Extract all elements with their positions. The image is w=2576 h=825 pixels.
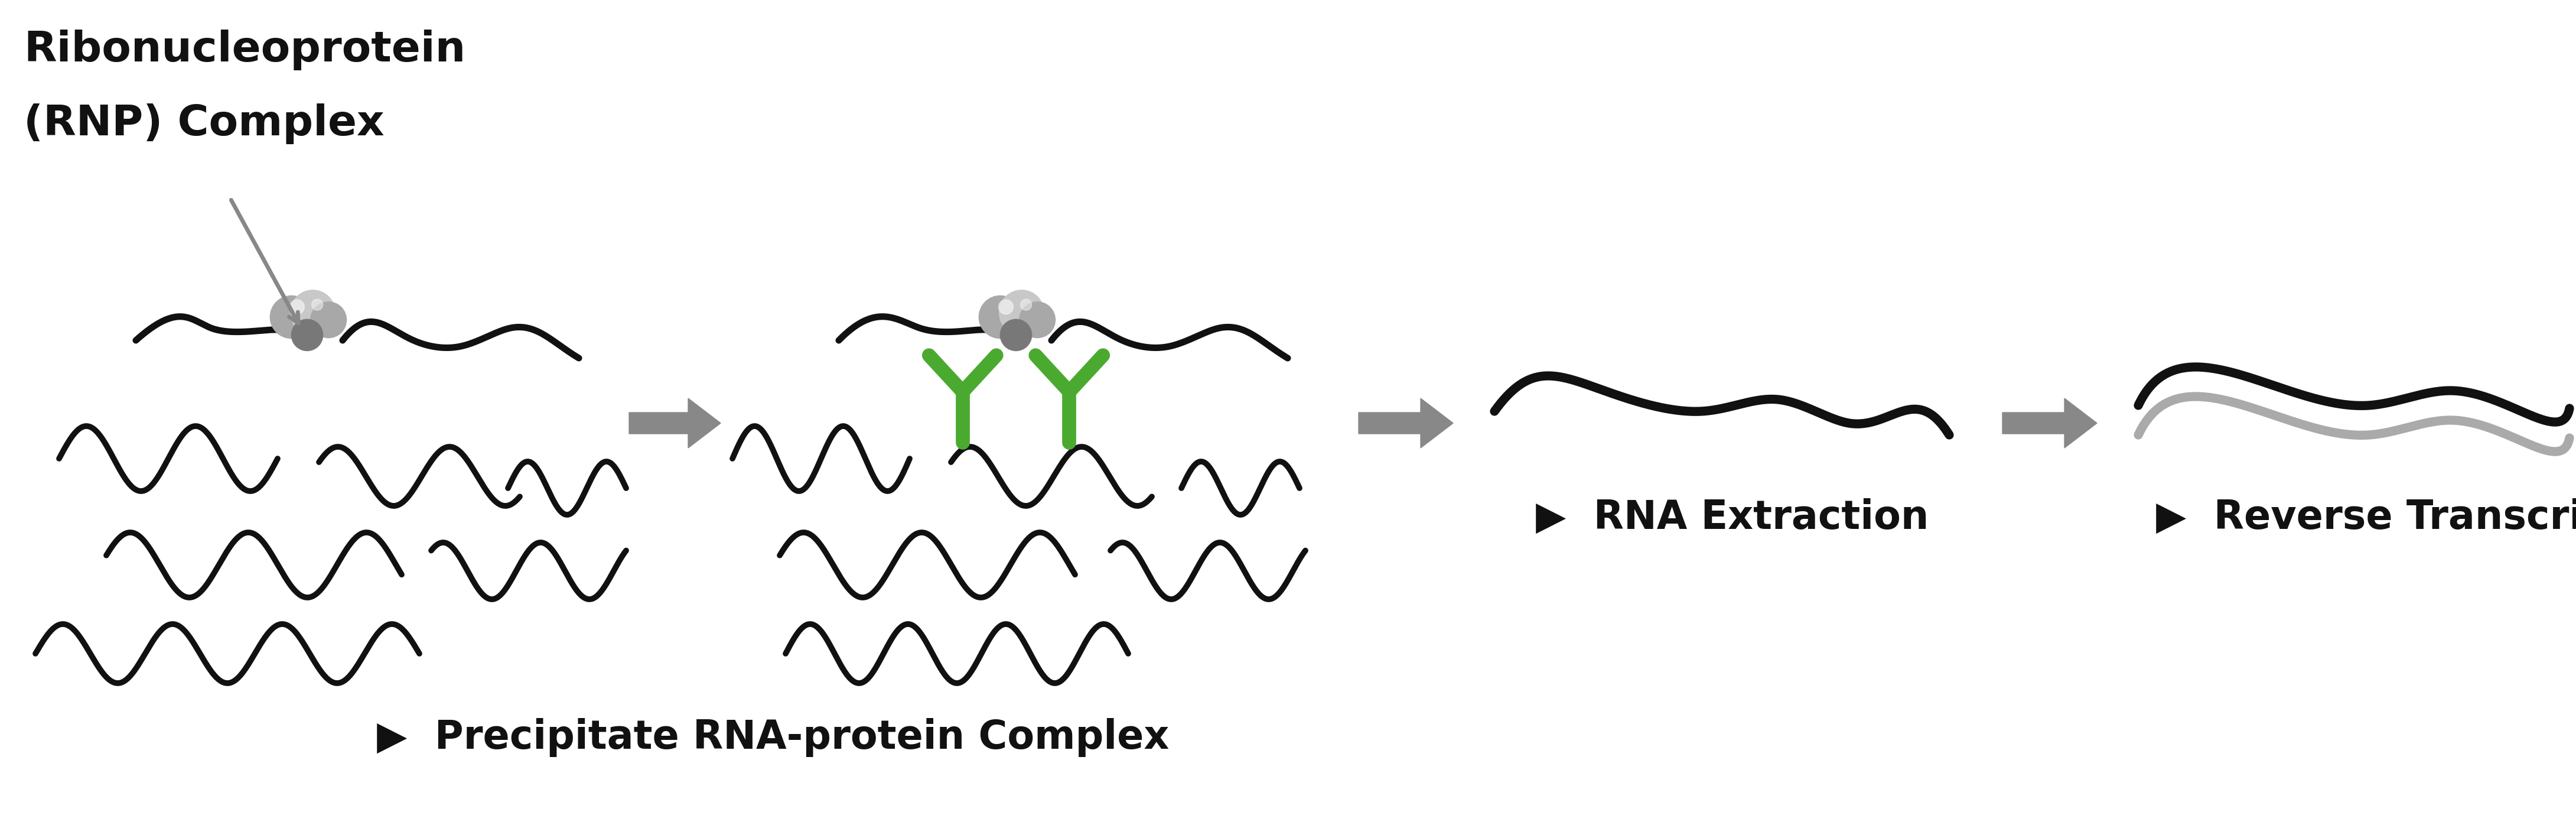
Circle shape	[289, 299, 304, 314]
Text: ▶  Reverse Transcription: ▶ Reverse Transcription	[2156, 498, 2576, 537]
Text: ▶  Precipitate RNA-protein Complex: ▶ Precipitate RNA-protein Complex	[376, 718, 1170, 757]
Circle shape	[312, 302, 345, 337]
Circle shape	[1020, 302, 1056, 337]
Circle shape	[291, 319, 322, 351]
Polygon shape	[629, 398, 721, 448]
Circle shape	[999, 319, 1033, 351]
Text: (RNP) Complex: (RNP) Complex	[23, 103, 384, 144]
Circle shape	[1020, 299, 1033, 310]
Circle shape	[270, 295, 312, 338]
Polygon shape	[1358, 398, 1453, 448]
Circle shape	[291, 290, 335, 335]
Circle shape	[312, 299, 322, 310]
Circle shape	[999, 290, 1043, 335]
Polygon shape	[2002, 398, 2097, 448]
Text: Ribonucleoprotein: Ribonucleoprotein	[23, 30, 466, 70]
Circle shape	[999, 299, 1012, 314]
Circle shape	[979, 295, 1023, 338]
Text: ▶  RNA Extraction: ▶ RNA Extraction	[1535, 498, 1929, 537]
